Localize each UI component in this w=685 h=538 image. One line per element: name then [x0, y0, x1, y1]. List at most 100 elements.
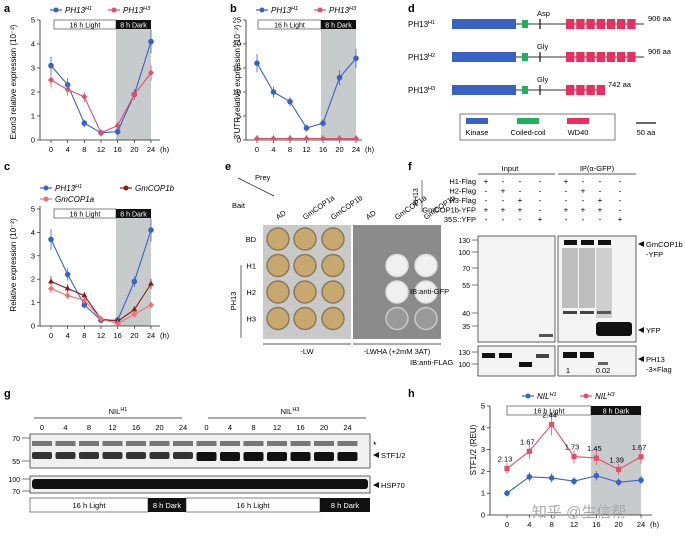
blot-flag-input	[478, 346, 555, 376]
legend-c: PH13H1 GmCOP1bGmCOP1a	[40, 184, 175, 204]
yfp-label: YFP	[646, 326, 661, 335]
sign: -	[539, 177, 542, 186]
sign: -	[582, 196, 585, 205]
ytick-label: 2	[31, 88, 35, 97]
ip-label: IP(α-GFP)	[580, 164, 615, 173]
legend-kinase: Kinase	[466, 128, 489, 137]
legend-coiled-coil: Coiled-coil	[510, 128, 545, 137]
ratio-label: 1.73	[565, 443, 580, 452]
nonspecific-band	[32, 441, 52, 446]
ib-gfp-label: IB:anti-GFP	[410, 287, 449, 296]
nonspecific-band	[56, 441, 76, 446]
sign: +	[501, 187, 506, 196]
stf-band	[220, 452, 240, 461]
coiled-coil-domain	[522, 53, 528, 61]
xticks-c: 0 4 8 12 16 20 24 (h)	[49, 326, 170, 340]
data-point	[337, 75, 343, 81]
panel-letter-g: g	[4, 388, 11, 400]
xtick-label: 24	[147, 331, 155, 340]
x-unit-label: (h)	[160, 331, 170, 340]
sign: -	[519, 215, 522, 224]
yeast-spot	[386, 308, 408, 330]
stf-band	[56, 452, 76, 459]
nonspecific-band	[314, 441, 334, 446]
data-point	[571, 478, 577, 484]
ratio-label: 1.67	[520, 437, 535, 446]
wd40-repeat	[576, 52, 584, 62]
lane-label: 20	[155, 423, 163, 432]
data-point	[65, 272, 71, 278]
xtick-label: 0	[49, 145, 53, 154]
wd40-repeat	[617, 19, 625, 29]
data-point	[132, 279, 138, 285]
stf-band	[126, 452, 146, 459]
ratio-2: 0.02	[596, 366, 611, 375]
wd40-repeat	[607, 52, 615, 62]
legend-label: PH13H1	[271, 6, 298, 15]
nonspecific-band	[79, 441, 99, 446]
panel-letter-e: e	[225, 161, 231, 173]
figure-canvas: a Exon3 relative expression (10⁻²) 01234…	[0, 0, 685, 533]
data-point	[616, 480, 622, 486]
data-point	[82, 120, 88, 126]
ratio-label: 1.39	[609, 455, 624, 464]
sign: -	[502, 215, 505, 224]
legend-label: NILH3	[595, 392, 615, 401]
data-point	[271, 89, 277, 95]
dark-label-a: 8 h Dark	[120, 23, 147, 30]
stf-band	[103, 452, 123, 459]
xtick-label: 16	[592, 520, 600, 529]
yeast-spot	[294, 308, 316, 330]
data-point	[571, 454, 576, 459]
data-point	[287, 99, 293, 105]
ytick-label: 5	[481, 402, 485, 411]
lane-label: 8	[87, 423, 91, 432]
nonspecific-band	[244, 441, 264, 446]
nonspecific-band	[103, 441, 123, 446]
ytick-label: 4	[31, 40, 35, 49]
stf-band	[197, 452, 217, 461]
cop1b-label-1: GmCOP1b	[646, 240, 683, 249]
sign: -	[582, 177, 585, 186]
protein-name: PH13H2	[408, 53, 435, 62]
light-label-a: 16 h Light	[70, 23, 101, 30]
panel-g: g NILH1 NILH3 0 4 8 12 16 20 24 0 4 8 12 16 20 24 70 5…	[4, 388, 406, 512]
wd40-repeat	[627, 52, 635, 62]
light-label-g2: 16 h Light	[237, 501, 271, 510]
wd40-repeat	[566, 19, 574, 29]
x-unit-label: (h)	[160, 145, 170, 154]
panel-letter-c: c	[4, 161, 10, 173]
yeast-spot	[294, 228, 316, 250]
data-point	[504, 466, 509, 471]
data-point	[48, 77, 54, 83]
ib-flag-label: IB:anti-FLAG	[410, 358, 454, 367]
ph13-group-label-e: PH13	[229, 292, 238, 311]
column-header: GmCOP1b	[329, 193, 364, 221]
data-point	[48, 237, 54, 243]
dark-label-b: 8 h Dark	[325, 23, 352, 30]
ratio-1: 1	[566, 366, 570, 375]
data-point	[304, 136, 310, 142]
ylabel-c: Relative expression (10⁻²)	[9, 218, 18, 311]
xtick-label: 16	[319, 145, 327, 154]
arrow-yfp	[638, 327, 644, 333]
mw-marker: 100	[458, 250, 470, 257]
coiled-coil-swatch	[517, 118, 539, 124]
panel-letter-f: f	[408, 161, 412, 173]
data-point	[148, 227, 154, 233]
yeast-spot	[415, 308, 437, 330]
xtick-label: 4	[66, 145, 70, 154]
wd40-repeat	[576, 19, 584, 29]
ylabel-a: Exon3 relative expression (10⁻²)	[9, 24, 18, 139]
kinase-swatch	[466, 118, 488, 124]
lane-label: 8	[251, 423, 255, 432]
yeast-spot	[267, 281, 289, 303]
data-point	[616, 467, 621, 472]
xtick-label: 16	[113, 331, 121, 340]
yeast-spot	[294, 255, 316, 277]
column-header: AD	[274, 208, 288, 222]
xticks-h: 0 4 8 12 16 20 24 (h)	[505, 515, 660, 529]
panel-c: c Relative expression (10⁻²) 012345 0481…	[4, 161, 175, 340]
medium-lw: -LW	[300, 347, 314, 356]
sign: +	[484, 177, 489, 186]
